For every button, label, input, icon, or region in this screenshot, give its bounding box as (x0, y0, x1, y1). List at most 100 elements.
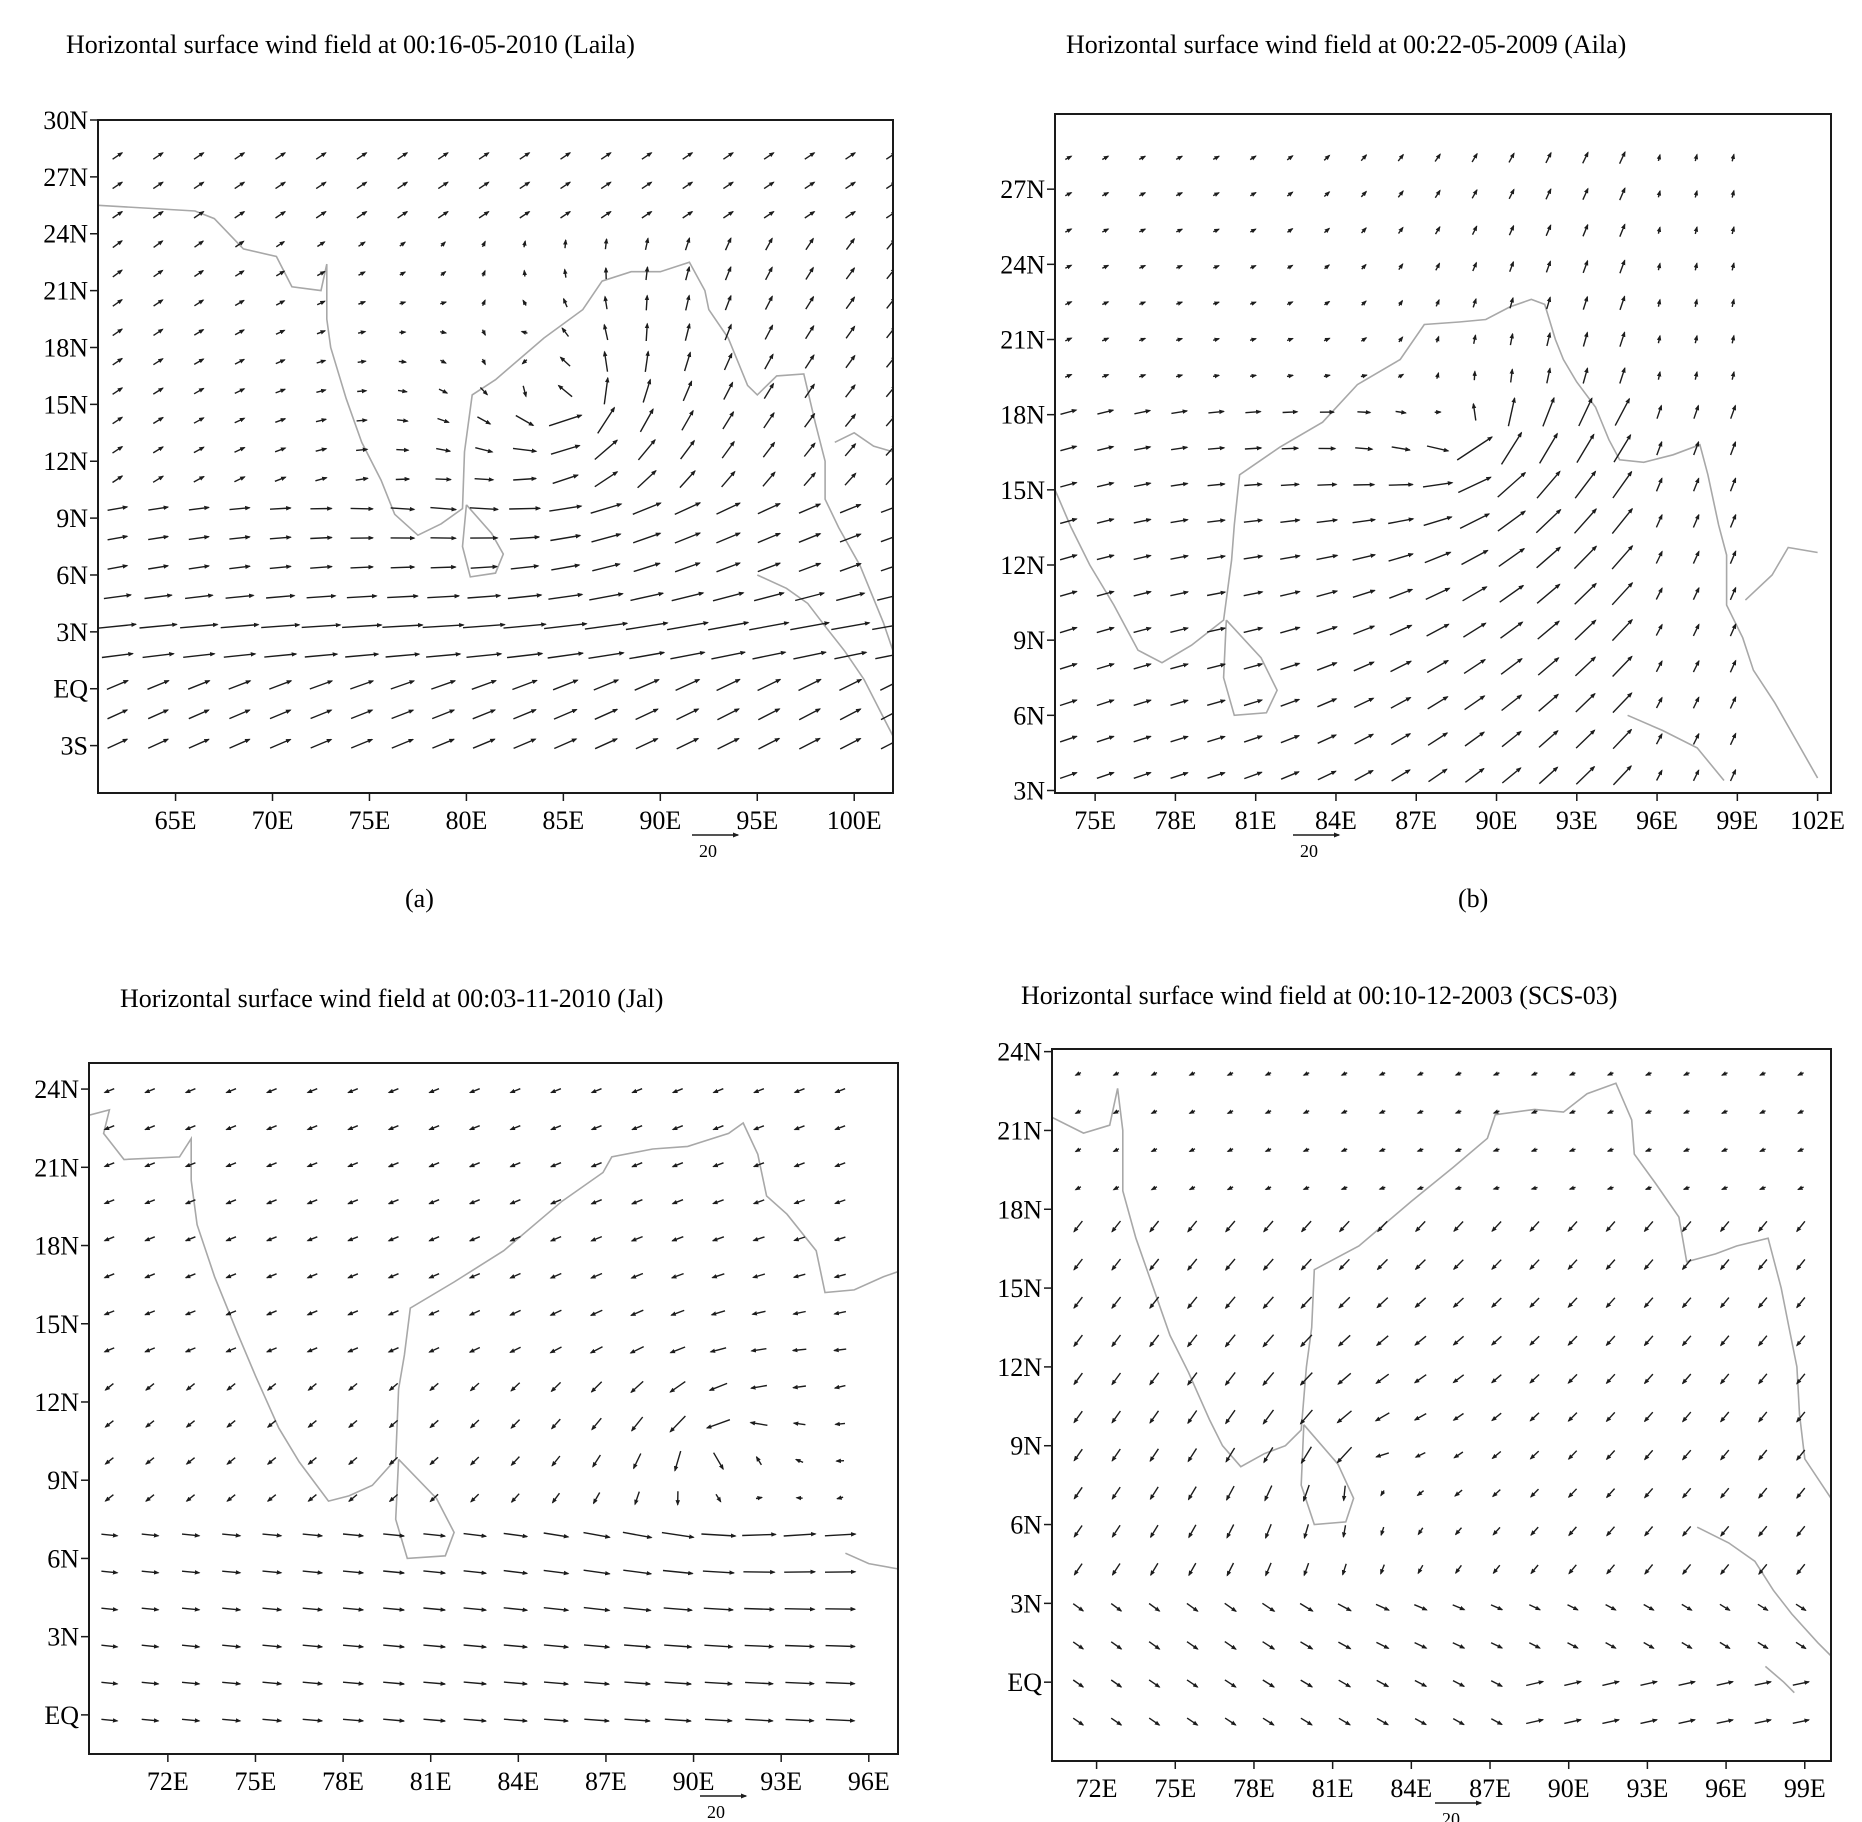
wind-vector (1530, 1109, 1538, 1114)
wind-vector (1574, 656, 1597, 677)
wind-vector (1568, 1564, 1577, 1575)
wind-vector (266, 593, 296, 599)
wind-vector (712, 1088, 724, 1094)
wind-vector (479, 387, 489, 396)
wind-vector (474, 477, 495, 482)
wind-vector (144, 1088, 156, 1094)
wind-vector (1757, 1641, 1769, 1649)
wind-vector (1656, 153, 1662, 162)
wind-vector (513, 738, 537, 750)
wind-vector (836, 1495, 844, 1500)
wind-vector (705, 1419, 731, 1429)
wind-vector (710, 1310, 726, 1316)
wind-vector (712, 1199, 724, 1205)
wind-vector (383, 1533, 406, 1538)
coastline-d-3 (1764, 1665, 1795, 1694)
wind-vector (1582, 223, 1589, 237)
wind-vector (1606, 1564, 1616, 1575)
wind-vector (676, 737, 700, 750)
wind-vector (1538, 766, 1559, 785)
wind-vector (1490, 1335, 1502, 1346)
wind-vector (261, 622, 301, 629)
wind-vector (103, 1162, 115, 1168)
wind-vector (1280, 482, 1301, 487)
wind-vector (107, 534, 129, 541)
wind-vector (106, 679, 129, 691)
wind-vector (674, 1450, 682, 1472)
wind-vector (184, 1273, 196, 1279)
wind-vector (784, 1606, 816, 1612)
wind-vector (184, 1088, 196, 1094)
wind-vector (1073, 1525, 1083, 1538)
wind-vector (357, 330, 367, 335)
wind-vector (1682, 1071, 1690, 1076)
wind-vector (1323, 154, 1331, 161)
wind-vector (275, 240, 286, 248)
y-tick-label: 21N (43, 277, 88, 306)
wind-vector (1644, 1109, 1652, 1114)
wind-vector (1491, 1450, 1502, 1460)
wind-vector (1206, 554, 1227, 560)
wind-vector (1501, 694, 1523, 712)
wind-vector (310, 738, 333, 749)
wind-vector (753, 1088, 765, 1094)
wind-vector (1148, 1717, 1161, 1726)
wind-vector (679, 470, 696, 489)
wind-vector (1096, 517, 1115, 524)
wind-vector (589, 1346, 603, 1354)
wind-vector (193, 329, 205, 336)
wind-vector (356, 152, 368, 160)
wind-vector (428, 1199, 440, 1205)
wind-vector (181, 1644, 201, 1649)
x-tick-label: 75E (349, 806, 391, 835)
wind-vector (552, 679, 579, 691)
y-tick-label: 12N (43, 447, 88, 476)
y-tick-label: 24N (997, 1038, 1042, 1067)
wind-vector (1059, 735, 1078, 743)
wind-vector (1490, 1718, 1503, 1726)
wind-vector (1509, 260, 1515, 272)
wind-vector (306, 1199, 318, 1205)
reference-vector-label: 20 (707, 1802, 725, 1822)
wind-vector (1472, 370, 1477, 381)
wind-vector (671, 1199, 684, 1205)
wind-vector (145, 1420, 155, 1428)
wind-vector (229, 535, 251, 540)
wind-vector (845, 354, 856, 369)
wind-vector (180, 622, 219, 629)
wind-vector (266, 1383, 277, 1391)
wind-vector (1300, 1717, 1313, 1726)
wind-vector (1110, 1717, 1123, 1726)
wind-vector (1213, 228, 1220, 234)
wind-vector (834, 1421, 846, 1427)
y-tick-label: EQ (44, 1701, 79, 1730)
wind-vector (397, 181, 409, 190)
wind-vector (152, 387, 164, 395)
wind-vector (144, 1162, 156, 1168)
wind-vector (275, 388, 287, 394)
wind-vector (522, 385, 528, 398)
wind-vector (1300, 1679, 1314, 1688)
wind-vector (834, 1088, 846, 1094)
wind-vector (1643, 1487, 1654, 1499)
wind-vector (1692, 623, 1700, 637)
wind-vector (630, 1272, 644, 1279)
wind-vector (309, 680, 334, 690)
wind-vector (1758, 1487, 1768, 1499)
wind-vector (583, 1569, 611, 1576)
wind-vector (1149, 1220, 1160, 1233)
wind-vector (145, 1457, 155, 1465)
wind-vector (1693, 262, 1699, 271)
wind-vector (463, 1607, 488, 1612)
wind-vector (347, 1162, 359, 1168)
wind-vector (1302, 1071, 1310, 1076)
wind-vector (1422, 481, 1454, 488)
wind-vector (304, 652, 339, 658)
wind-vector (1225, 1409, 1236, 1425)
wind-vector (1243, 518, 1264, 523)
wind-vector (1380, 1564, 1385, 1575)
wind-vector (512, 679, 538, 691)
wind-vector (1397, 373, 1405, 379)
wind-vector (388, 1382, 399, 1392)
wind-vector (845, 384, 856, 398)
